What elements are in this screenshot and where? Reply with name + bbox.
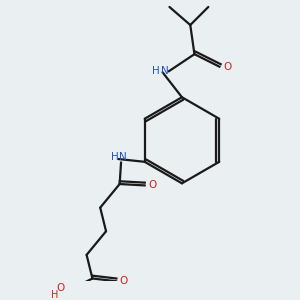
Text: N: N — [161, 66, 169, 76]
Text: O: O — [56, 283, 64, 293]
Text: O: O — [120, 276, 128, 286]
Text: H: H — [51, 290, 58, 300]
Text: H: H — [152, 66, 159, 76]
Text: H: H — [111, 152, 119, 162]
Text: O: O — [223, 62, 231, 72]
Text: O: O — [148, 180, 157, 190]
Text: N: N — [119, 152, 127, 162]
